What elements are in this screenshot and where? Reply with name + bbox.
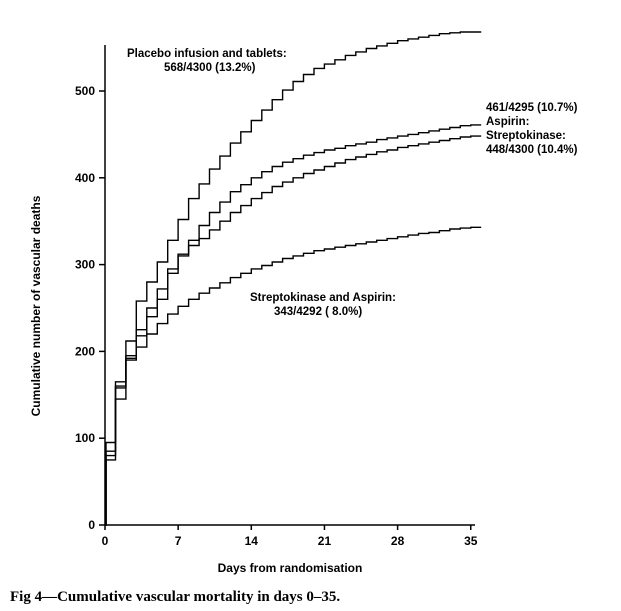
aspirin-series-line: [105, 124, 482, 526]
streptokinase-result: 448/4300 (10.4%): [486, 144, 578, 156]
aspirin-result: 461/4295 (10.7%): [486, 102, 578, 114]
series-lines: [105, 31, 482, 526]
x-tick-label: 21: [318, 534, 332, 548]
y-tick-label: 100: [75, 431, 95, 445]
x-tick-label: 7: [175, 534, 182, 548]
y-tick-label: 300: [75, 258, 95, 272]
y-tick-label: 200: [75, 344, 95, 358]
x-tick-label: 14: [245, 534, 259, 548]
streptokinase-series-line: [105, 135, 482, 526]
y-tick-label: 400: [75, 171, 95, 185]
x-axis-title: Days from randomisation: [218, 561, 363, 575]
y-axis-title: Cumulative number of vascular deaths: [29, 195, 43, 416]
aspirin-label: Aspirin:: [486, 116, 529, 128]
placebo-label: Placebo infusion and tablets:: [127, 48, 287, 60]
y-tick-label: 500: [75, 84, 95, 98]
streptokinase-label: Streptokinase:: [486, 130, 566, 142]
placebo-result: 568/4300 (13.2%): [164, 62, 256, 74]
placebo-series-line: [105, 31, 482, 526]
x-tick-label: 0: [102, 534, 109, 548]
axis-ticks: 0 7 14 21 28 35 0 100 200 300 400 500: [75, 84, 478, 548]
figure-caption: Fig 4—Cumulative vascular mortality in d…: [10, 589, 340, 605]
x-tick-label: 28: [391, 534, 405, 548]
sk-aspirin-series-line: [105, 226, 482, 526]
sk-aspirin-label: Streptokinase and Aspirin:: [250, 292, 396, 304]
chart-axes: [104, 45, 475, 526]
sk-aspirin-result: 343/4292 ( 8.0%): [274, 306, 362, 318]
y-tick-label: 0: [88, 518, 95, 532]
x-tick-label: 35: [464, 534, 478, 548]
